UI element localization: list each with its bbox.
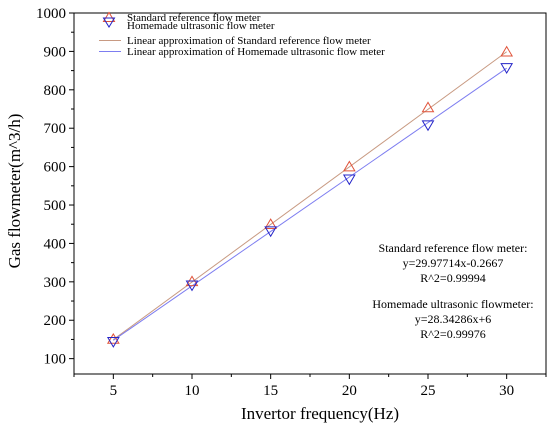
x-axis-title: Invertor frequency(Hz) bbox=[241, 404, 399, 423]
legend-item-homemade: Homemade ultrasonic flow meter bbox=[102, 17, 275, 32]
y-tick-label: 300 bbox=[44, 275, 67, 291]
annotation-homemade-title: Homemade ultrasonic flowmeter: bbox=[372, 297, 533, 311]
legend-item-homemade-fit: Linear approximation of Homemade ultraso… bbox=[99, 46, 385, 58]
annotation-standard-formula: y=29.97714x-0.2667 bbox=[403, 256, 504, 270]
y-axis: 100 200 300 400 500 600 700 800 900 1000 bbox=[36, 6, 74, 368]
x-tick-label: 30 bbox=[499, 383, 514, 399]
fit-line-standard bbox=[113, 51, 507, 340]
x-axis: 5 10 15 20 25 30 bbox=[73, 374, 547, 399]
legend-label-standard-fit: Linear approximation of Standard referen… bbox=[127, 35, 371, 47]
fit-line-homemade bbox=[113, 67, 507, 341]
marker-homemade-point bbox=[500, 63, 514, 75]
x-tick-label: 10 bbox=[185, 383, 200, 399]
y-axis-title: Gas flowmeter(m^3/h) bbox=[5, 114, 24, 269]
y-tick-label: 800 bbox=[44, 83, 67, 99]
markers bbox=[106, 45, 514, 348]
y-tick-label: 700 bbox=[44, 121, 67, 137]
marker-homemade-point bbox=[106, 337, 120, 348]
x-tick-label: 15 bbox=[263, 383, 278, 399]
legend-triangle-down-marker bbox=[102, 17, 116, 28]
legend-triangle-up-marker bbox=[102, 11, 116, 22]
x-tick-label: 25 bbox=[421, 383, 436, 399]
annotation-homemade-equation: Homemade ultrasonic flowmeter: y=28.3428… bbox=[372, 297, 533, 341]
y-tick-label: 1000 bbox=[36, 6, 66, 22]
marker-standard-point bbox=[500, 45, 514, 57]
x-tick-label: 20 bbox=[342, 383, 357, 399]
y-tick-label: 200 bbox=[44, 313, 67, 329]
x-tick-label: 5 bbox=[110, 383, 118, 399]
annotation-standard-title: Standard reference flow meter: bbox=[379, 241, 528, 255]
y-tick-label: 900 bbox=[44, 44, 67, 60]
legend-item-standard: Standard reference flow meter bbox=[102, 11, 261, 24]
marker-homemade-point bbox=[185, 280, 199, 292]
annotation-standard-equation: Standard reference flow meter: y=29.9771… bbox=[379, 241, 528, 285]
legend-item-standard-fit: Linear approximation of Standard referen… bbox=[99, 35, 371, 47]
marker-standard-point bbox=[264, 218, 278, 229]
legend-label-homemade-fit: Linear approximation of Homemade ultraso… bbox=[127, 46, 385, 58]
marker-standard-point bbox=[342, 160, 356, 172]
marker-homemade-point bbox=[342, 174, 356, 186]
annotation-standard-r2: R^2=0.99994 bbox=[420, 271, 485, 285]
y-tick-label: 500 bbox=[44, 198, 67, 214]
marker-standard-point bbox=[106, 332, 120, 344]
fit-lines bbox=[113, 51, 507, 341]
legend-label-standard: Standard reference flow meter bbox=[127, 12, 261, 24]
marker-homemade-point bbox=[421, 120, 435, 132]
annotation-homemade-formula: y=28.34286x+6 bbox=[415, 312, 492, 326]
marker-homemade-point bbox=[264, 226, 278, 238]
y-tick-label: 400 bbox=[44, 236, 67, 252]
y-tick-label: 100 bbox=[44, 352, 67, 368]
legend: Standard reference flow meter Homemade u… bbox=[99, 11, 385, 58]
annotation-homemade-r2: R^2=0.99976 bbox=[420, 327, 485, 341]
marker-standard-point bbox=[421, 101, 435, 113]
legend-label-homemade: Homemade ultrasonic flow meter bbox=[127, 20, 275, 32]
y-tick-label: 600 bbox=[44, 160, 67, 176]
